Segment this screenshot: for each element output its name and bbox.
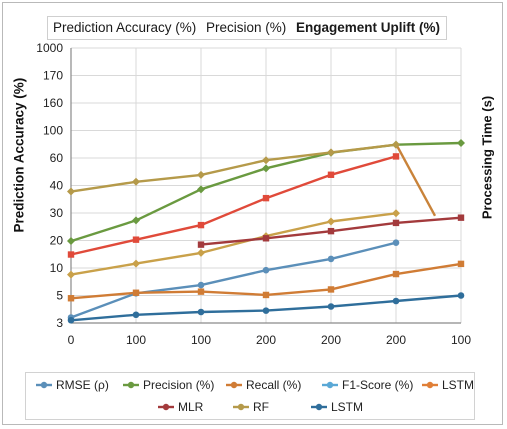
series-rf-point [327, 148, 335, 157]
series-mlr-point [197, 241, 205, 248]
extra-series-1-point [67, 251, 75, 258]
series-recall-point [132, 289, 140, 296]
extra-series-1-point [262, 194, 270, 202]
y-tick-label: 170 [43, 69, 63, 83]
extra-series-1-line [70, 155, 397, 256]
series-lstm-point [457, 292, 465, 299]
extra-series-1-point [327, 171, 335, 178]
series-mlr-point [262, 235, 270, 242]
y-tick-label: 30 [50, 206, 64, 220]
series-recall-point [327, 286, 335, 293]
series-rf-point [132, 177, 140, 186]
grid-layer [70, 47, 462, 324]
series-rf-point [67, 187, 75, 196]
y-tick-labels: 3 5 10 20 30 40 60 100 160 170 1000 [36, 41, 63, 330]
header-title-3: Engagement Uplift (%) [296, 20, 440, 35]
series-recall-point [197, 288, 205, 295]
series-recall-point [67, 295, 75, 302]
y-tick-label: 1000 [36, 41, 63, 55]
extra-series-2-point [197, 248, 205, 257]
series-rmse-point [262, 266, 270, 274]
extra-series-1-point [197, 221, 205, 229]
extra-series-2-point [392, 209, 400, 218]
series-rmse-point [197, 281, 205, 289]
series-rf-point [262, 156, 270, 165]
extra-series-1-point [392, 153, 400, 160]
series-mlr-point [327, 227, 335, 235]
y-tick-label: 100 [43, 124, 63, 138]
series-precision-point [262, 164, 270, 173]
series-lstm-point [197, 308, 205, 316]
x-tick-labels: 0 100 100 200 200 200 100 [68, 333, 472, 347]
series-rmse-line [70, 241, 397, 319]
y-tick-label: 40 [50, 179, 64, 193]
x-tick-label: 100 [126, 333, 146, 347]
series-mlr-point [392, 219, 400, 227]
x-tick-label: 0 [68, 333, 75, 347]
x-tick-label: 100 [451, 333, 471, 347]
y-tick-label: 5 [56, 289, 63, 303]
x-tick-label: 100 [191, 333, 211, 347]
extra-series-3-line [394, 143, 437, 217]
y-tick-label: 3 [56, 316, 63, 330]
x-tick-label: 200 [321, 333, 341, 347]
series-rf-point [392, 140, 400, 149]
series-lstm-point [67, 316, 75, 324]
header-box [47, 16, 447, 40]
series-rmse-point [392, 239, 400, 246]
series-precision-point [132, 216, 140, 225]
y-tick-label: 60 [50, 151, 64, 165]
series-precision-point [197, 185, 205, 194]
header-title-2: Precision (%) [206, 20, 287, 35]
legend [25, 372, 475, 420]
x-tick-label: 200 [256, 333, 276, 347]
extra-series-1-point [132, 236, 140, 243]
series-recall-point [457, 260, 465, 268]
extra-series-2-point [67, 270, 75, 279]
series-lstm-point [327, 303, 335, 310]
series-rmse-point [327, 255, 335, 263]
series-recall-point [262, 291, 270, 299]
series-precision-point [67, 237, 75, 246]
series-mlr-point [457, 214, 465, 221]
series-recall-point [392, 270, 400, 278]
y-tick-label: 10 [50, 261, 64, 275]
y-tick-label: 160 [43, 96, 63, 110]
series-rf-point [197, 170, 205, 179]
series-lstm-point [262, 307, 270, 314]
series-markers [67, 139, 465, 324]
header-title-1: Prediction Accuracy (%) [53, 20, 197, 35]
extra-series-2-line [70, 212, 397, 276]
extra-series-2-point [132, 259, 140, 268]
series-rf-line [70, 143, 397, 193]
series-lstm-point [132, 311, 140, 319]
y-tick-label: 20 [50, 234, 64, 248]
series-lstm-point [392, 297, 400, 305]
extra-series-2-point [327, 217, 335, 226]
x-tick-label: 200 [386, 333, 406, 347]
series-precision-point [457, 139, 465, 148]
